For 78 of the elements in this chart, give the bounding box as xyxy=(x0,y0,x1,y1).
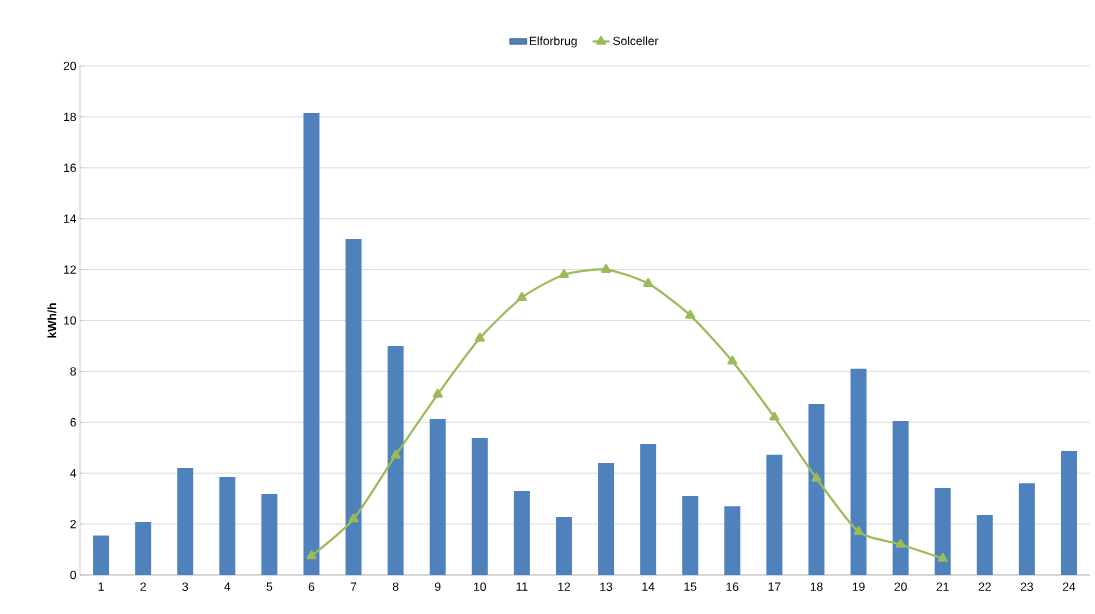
y-tick-label: 4 xyxy=(70,469,77,478)
bar xyxy=(1060,451,1077,575)
y-tick-label: 0 xyxy=(70,570,77,580)
x-tick-label: 9 xyxy=(434,582,441,591)
bar xyxy=(513,491,530,575)
point xyxy=(853,526,864,536)
x-tick-label: 8 xyxy=(392,582,399,591)
bar xyxy=(808,403,825,575)
bar xyxy=(429,418,446,575)
y-tick-label: 20 xyxy=(63,61,77,71)
bar xyxy=(345,239,362,575)
bar xyxy=(640,443,657,575)
y-tick-label: 10 xyxy=(64,316,77,325)
bar xyxy=(724,506,741,575)
point xyxy=(432,388,443,398)
x-tick-label: 20 xyxy=(894,582,907,591)
bar xyxy=(471,438,488,575)
x-tick-label: 1 xyxy=(98,582,104,591)
point xyxy=(306,550,317,560)
bar xyxy=(976,514,993,575)
point xyxy=(727,355,738,365)
bar xyxy=(766,454,783,575)
x-tick-label: 13 xyxy=(600,582,613,591)
x-tick-label: 3 xyxy=(182,582,189,591)
x-tick-label: 10 xyxy=(474,582,486,591)
point xyxy=(769,411,780,421)
y-tick-label: 18 xyxy=(64,112,76,122)
point xyxy=(601,263,612,273)
y-tick-label: 8 xyxy=(70,367,76,376)
x-tick-label: 14 xyxy=(642,582,655,591)
bar xyxy=(261,494,278,575)
x-tick-label: 11 xyxy=(516,582,528,591)
bar xyxy=(598,463,615,575)
bar xyxy=(135,522,152,575)
x-tick-label: 4 xyxy=(224,582,231,591)
x-tick-label: 12 xyxy=(558,582,571,591)
x-tick-label: 17 xyxy=(768,582,781,591)
y-axis-title: kWh/h xyxy=(47,303,57,338)
y-tick-label: 14 xyxy=(64,214,77,223)
bar xyxy=(93,535,110,575)
point xyxy=(474,332,485,342)
point xyxy=(390,449,401,459)
bar xyxy=(934,487,951,575)
bar xyxy=(219,477,236,575)
x-tick-label: 2 xyxy=(140,582,146,591)
bar xyxy=(387,345,404,575)
y-tick-label: 16 xyxy=(64,163,76,173)
legend-label: Solceller xyxy=(613,36,659,46)
x-tick-label: 19 xyxy=(852,582,865,591)
bar xyxy=(682,496,699,575)
bar xyxy=(177,468,194,575)
x-tick-label: 5 xyxy=(266,582,273,591)
bar xyxy=(303,113,320,575)
point xyxy=(348,513,359,523)
x-tick-label: 23 xyxy=(1020,582,1033,591)
x-tick-label: 24 xyxy=(1062,582,1076,591)
point xyxy=(895,538,906,548)
point xyxy=(643,277,654,287)
point xyxy=(685,309,696,319)
x-tick-label: 21 xyxy=(936,582,949,591)
bar xyxy=(555,516,572,575)
x-tick-label: 7 xyxy=(350,582,357,591)
point xyxy=(811,472,822,482)
point xyxy=(937,552,948,562)
bar xyxy=(1018,483,1035,575)
bar xyxy=(892,421,909,575)
x-tick-label: 16 xyxy=(726,582,739,591)
x-tick-label: 6 xyxy=(308,582,315,591)
point xyxy=(558,269,569,279)
x-tick-label: 18 xyxy=(810,582,823,591)
x-tick-label: 15 xyxy=(684,582,697,591)
y-tick-label: 2 xyxy=(70,519,76,529)
bar xyxy=(850,368,867,575)
point xyxy=(516,291,527,301)
y-tick-label: 12 xyxy=(64,265,76,274)
legend-label: Elforbrug xyxy=(529,36,577,48)
y-tick-label: 6 xyxy=(70,418,76,427)
x-tick-label: 22 xyxy=(978,582,991,591)
